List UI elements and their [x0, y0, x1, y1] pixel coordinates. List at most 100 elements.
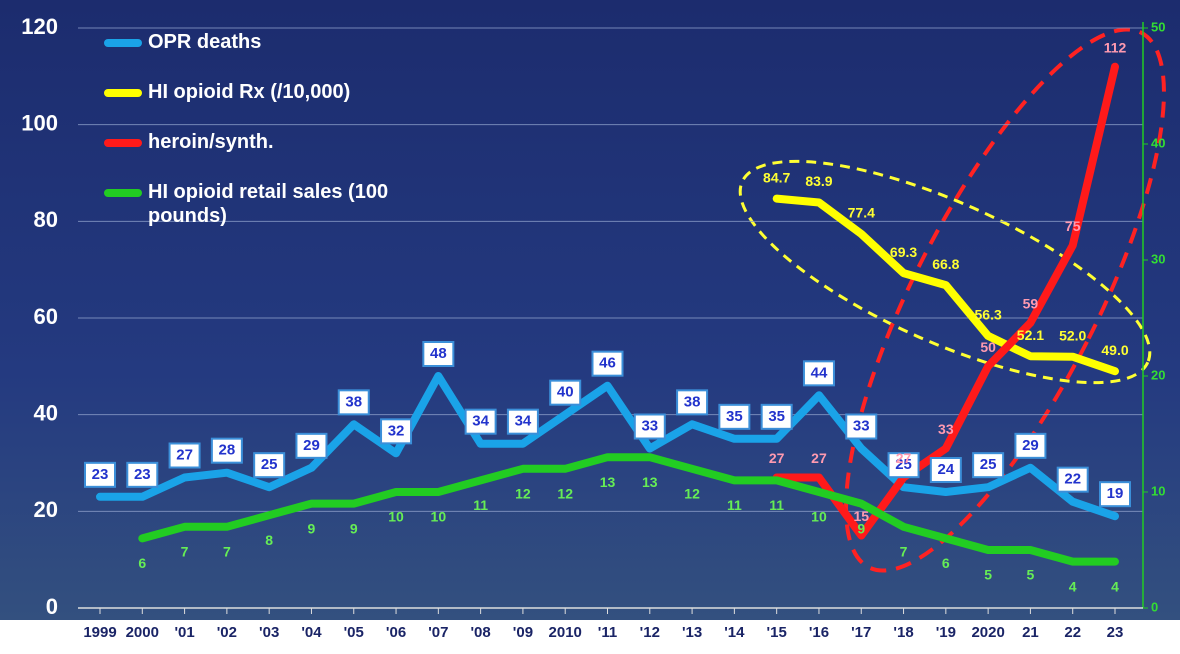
x-tick-label: '08 — [470, 624, 490, 641]
y-tick-label: 40 — [34, 400, 58, 425]
data-label: 7 — [223, 544, 231, 560]
data-label: 56.3 — [975, 307, 1002, 323]
data-label: 40 — [557, 384, 574, 401]
data-label: 66.8 — [932, 256, 959, 272]
legend-item: heroin/synth. — [104, 130, 434, 154]
x-tick-label: '07 — [428, 624, 448, 641]
x-tick-label: '05 — [344, 624, 364, 641]
x-tick-label: '13 — [682, 624, 702, 641]
data-label-box — [718, 403, 751, 430]
x-axis-band — [0, 620, 1180, 654]
y-tick-label: 20 — [34, 497, 58, 522]
data-label: 52.1 — [1017, 327, 1044, 343]
data-label-box — [929, 457, 962, 483]
data-label-box — [295, 432, 328, 459]
data-label-box — [591, 350, 624, 377]
data-label: 28 — [219, 442, 236, 459]
x-tick-label: '11 — [598, 624, 617, 641]
data-label: 7 — [900, 544, 908, 560]
data-label: 12 — [557, 486, 573, 502]
y-tick-label: 120 — [21, 14, 58, 39]
series-line — [138, 453, 1119, 566]
x-tick-label: 2000 — [126, 624, 159, 641]
y2-tick-label: 40 — [1151, 135, 1165, 150]
data-label: 5 — [1027, 567, 1035, 583]
data-label: 44 — [811, 364, 828, 381]
x-tick-label: '09 — [513, 624, 533, 641]
data-label: 52.0 — [1059, 327, 1086, 343]
data-label: 33 — [641, 417, 658, 434]
data-label-box — [676, 389, 709, 416]
data-label: 23 — [134, 466, 151, 483]
data-label: 12 — [684, 486, 700, 502]
data-label: 32 — [388, 422, 405, 439]
legend-label: heroin/synth. — [148, 131, 274, 153]
y2-tick-label: 30 — [1151, 251, 1165, 266]
x-tick-label: '14 — [724, 624, 745, 641]
legend-label: HI opioid retail sales (100 pounds) — [148, 181, 389, 227]
data-label: 112 — [1104, 39, 1127, 55]
x-tick-label: 22 — [1064, 624, 1081, 641]
data-label: 6 — [138, 555, 146, 571]
data-label: 35 — [768, 408, 785, 425]
data-label: 12 — [515, 486, 531, 502]
legend-swatch — [104, 89, 142, 97]
data-label-box — [972, 452, 1005, 479]
data-label: 6 — [942, 555, 950, 571]
data-label: 29 — [1022, 437, 1039, 454]
data-label: 7 — [181, 544, 189, 560]
data-label: 25 — [980, 456, 997, 473]
legend-swatch — [104, 189, 142, 197]
data-label: 59 — [1023, 296, 1039, 312]
x-tick-label: '01 — [174, 624, 194, 641]
x-tick-label: '04 — [301, 624, 322, 641]
data-label: 33 — [938, 421, 954, 437]
y-tick-label: 100 — [21, 110, 58, 135]
data-label: 34 — [472, 413, 489, 430]
x-tick-label: '19 — [936, 624, 956, 641]
x-tick-label: '06 — [386, 624, 406, 641]
data-label-box — [1014, 432, 1047, 459]
data-label-box — [422, 341, 455, 367]
y-tick-label: 60 — [34, 304, 58, 329]
data-label: 9 — [308, 520, 316, 536]
data-label-box — [126, 461, 159, 488]
data-label: 9 — [350, 520, 358, 536]
data-label: 8 — [265, 532, 273, 548]
x-tick-label: '18 — [893, 624, 913, 641]
data-label: 27 — [896, 450, 912, 466]
data-label-box — [168, 442, 201, 469]
data-label: 75 — [1065, 218, 1081, 234]
data-label: 38 — [684, 393, 701, 410]
data-label-box — [549, 379, 582, 406]
data-label-box — [1056, 466, 1089, 493]
data-label-box — [887, 452, 920, 479]
data-label: 25 — [895, 456, 912, 473]
legend-item: OPR deaths — [104, 30, 434, 54]
data-label: 24 — [937, 461, 954, 478]
y2-tick-label: 20 — [1151, 367, 1165, 382]
data-label: 34 — [515, 413, 532, 430]
legend-label: HI opioid Rx (/10,000) — [148, 81, 351, 103]
y-tick-label: 0 — [46, 594, 58, 619]
data-label-box — [337, 389, 370, 416]
data-label: 27 — [811, 450, 827, 466]
data-label: 29 — [303, 437, 320, 454]
x-tick-label: 23 — [1107, 624, 1124, 641]
x-tick-label: '17 — [851, 624, 871, 641]
data-label: 35 — [726, 408, 743, 425]
x-tick-label: 2020 — [971, 624, 1004, 641]
x-tick-label: 2010 — [549, 624, 582, 641]
data-label: 25 — [261, 456, 278, 473]
data-label: 22 — [1064, 471, 1081, 488]
data-label-box — [760, 403, 793, 430]
y2-tick-label: 50 — [1151, 19, 1165, 34]
x-tick-label: '03 — [259, 624, 279, 641]
y-tick-label: 80 — [34, 207, 58, 232]
y2-tick-label: 0 — [1151, 599, 1158, 614]
data-label: 10 — [811, 509, 827, 525]
x-tick-label: 21 — [1022, 624, 1039, 641]
data-label: 4 — [1069, 578, 1077, 594]
data-label: 9 — [857, 520, 865, 536]
